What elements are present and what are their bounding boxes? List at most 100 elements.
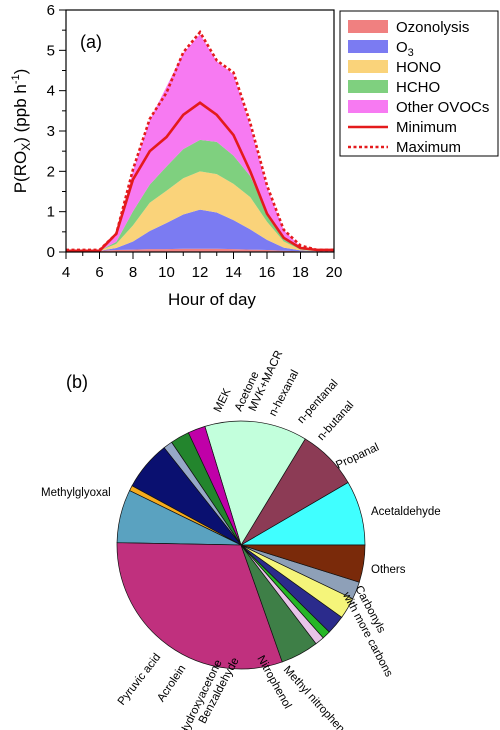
pie-label-12: MVK+MACR bbox=[247, 349, 286, 413]
pie-label-line: Methyl nitrophenol bbox=[281, 664, 353, 730]
pie-label-line: Carbonyls bbox=[352, 584, 387, 636]
x-tick-label: 6 bbox=[95, 264, 103, 281]
y-axis-label-unit: ) (ppb h bbox=[11, 84, 30, 143]
x-tick-label: 16 bbox=[259, 264, 276, 281]
pie-label-line: n-pentanal bbox=[295, 378, 340, 426]
pie-labels: Acetaldehyde Others Carbonylswith more car… bbox=[41, 349, 441, 730]
pie-label-13: n-hexanal bbox=[267, 368, 301, 418]
y-tick-label: 0 bbox=[47, 244, 55, 261]
panel-label-b: (b) bbox=[66, 372, 88, 392]
pie-slice-9 bbox=[116, 542, 283, 670]
legend-label-6: Maximum bbox=[396, 139, 461, 156]
x-tick-label: 4 bbox=[62, 264, 70, 281]
pie-slice-5 bbox=[163, 441, 242, 546]
pie-label-line: n-hexanal bbox=[267, 368, 301, 418]
pie-slice-16 bbox=[240, 544, 366, 583]
legend-label-5: Minimum bbox=[396, 119, 457, 136]
legend-label-text: Minimum bbox=[396, 119, 457, 136]
pie-slice-1 bbox=[240, 438, 349, 546]
x-tick-label: 12 bbox=[192, 264, 209, 281]
x-tick-label: 14 bbox=[225, 264, 242, 281]
legend-label-text: HCHO bbox=[396, 79, 440, 96]
y-tick-label: 2 bbox=[47, 163, 55, 180]
y-tick-label: 4 bbox=[47, 83, 55, 100]
y-axis-label-main: P(RO bbox=[11, 151, 30, 194]
legend-swatch-4 bbox=[348, 100, 388, 113]
pie-label-3: Methyl nitrophenol bbox=[281, 664, 353, 730]
legend-label-4: Other OVOCs bbox=[396, 99, 489, 116]
pie-slice-0 bbox=[239, 481, 366, 546]
pie-label-line: Pyruvic acid bbox=[116, 651, 164, 707]
pie-label-1: Others bbox=[371, 564, 406, 576]
pie-label-line: MEK bbox=[212, 386, 234, 414]
pie-label-16: Propanal bbox=[334, 441, 381, 471]
pie-slice-10 bbox=[240, 544, 317, 663]
pie-label-line: Acetone bbox=[233, 370, 262, 413]
y-axis-ticks: 0 1 2 3 4 5 6 bbox=[47, 2, 66, 261]
pie-slice-13 bbox=[240, 544, 343, 633]
pie-label-line: Propanal bbox=[334, 441, 381, 471]
legend-swatch-3 bbox=[348, 80, 388, 93]
legend-label-text: Maximum bbox=[396, 139, 461, 156]
legend-label-1: O3 bbox=[396, 39, 414, 59]
legend-swatch-0 bbox=[348, 20, 388, 33]
pie-label-8: Pyruvic acid bbox=[116, 651, 164, 707]
pie-label-line: n-butanal bbox=[315, 399, 356, 443]
pie-label-10: MEK bbox=[212, 386, 234, 414]
y-tick-label: 5 bbox=[47, 42, 55, 59]
pie-slice-11 bbox=[240, 544, 324, 645]
pie-slices bbox=[116, 420, 366, 670]
x-axis-label: Hour of day bbox=[168, 290, 256, 309]
pie-label-4: Nitrophenol bbox=[254, 654, 293, 711]
stacked-areas bbox=[66, 34, 334, 252]
pie-label-2: Carbonylswith more carbons bbox=[340, 583, 408, 679]
y-tick-label: 3 bbox=[47, 123, 55, 140]
pie-label-line: Methylglyoxal bbox=[41, 487, 111, 499]
y-tick-label: 6 bbox=[47, 2, 55, 19]
pie-label-9: Methylglyoxal bbox=[41, 487, 111, 499]
pie-slice-3 bbox=[187, 425, 242, 546]
legend-label-subscript: 3 bbox=[408, 47, 414, 59]
x-tick-label: 8 bbox=[129, 264, 137, 281]
pie-label-11: Acetone bbox=[233, 370, 262, 413]
pie-slice-6 bbox=[131, 447, 242, 546]
pie-label-7: Acrolein bbox=[155, 663, 188, 704]
x-tick-label: 18 bbox=[292, 264, 309, 281]
pie-label-line: with more carbons bbox=[340, 589, 395, 679]
panel-label-a: (a) bbox=[80, 32, 102, 52]
legend-label-2: HONO bbox=[396, 59, 441, 76]
y-tick-label: 1 bbox=[47, 204, 55, 221]
pie-slice-8 bbox=[116, 490, 242, 546]
pie-label-5: Benzaldehyde bbox=[197, 656, 242, 726]
y-axis-label-sup: -1 bbox=[10, 74, 22, 84]
legend-swatch-1 bbox=[348, 40, 388, 53]
legend-label-0: Ozonolysis bbox=[396, 19, 469, 36]
pie-label-line: Benzaldehyde bbox=[197, 656, 242, 726]
pie-label-line: Nitrophenol bbox=[254, 654, 293, 711]
legend-label-text: HONO bbox=[396, 59, 441, 76]
pie-label-line: Acrolein bbox=[155, 663, 188, 704]
area-series-4 bbox=[66, 34, 334, 252]
pie-slice-4 bbox=[171, 432, 242, 546]
area-series-2 bbox=[66, 171, 334, 252]
pie-label-line: MVK+MACR bbox=[247, 349, 286, 413]
legend-label-text: O bbox=[396, 39, 408, 56]
x-axis-ticks: 4 6 8 10 12 14 16 18 20 bbox=[62, 252, 342, 281]
pie-slice-7 bbox=[129, 485, 242, 546]
pie-slice-14 bbox=[240, 544, 354, 618]
y-axis-label-sub: X bbox=[19, 143, 33, 151]
range-lines bbox=[66, 29, 334, 253]
pie-label-line: Acetaldehyde bbox=[371, 506, 441, 518]
area-series-1 bbox=[66, 209, 334, 252]
y-axis-label: P(ROX) (ppb h-1) bbox=[10, 69, 33, 194]
pie-slice-15 bbox=[240, 544, 360, 600]
maximum-line bbox=[66, 29, 334, 252]
legend-label-text: Other OVOCs bbox=[396, 99, 489, 116]
pie-label-line: Others bbox=[371, 564, 406, 576]
pie-label-line: Hydroxyacetone bbox=[177, 658, 224, 730]
x-tick-label: 10 bbox=[158, 264, 175, 281]
y-axis-label-close: ) bbox=[11, 69, 30, 75]
area-series-3 bbox=[66, 139, 334, 252]
